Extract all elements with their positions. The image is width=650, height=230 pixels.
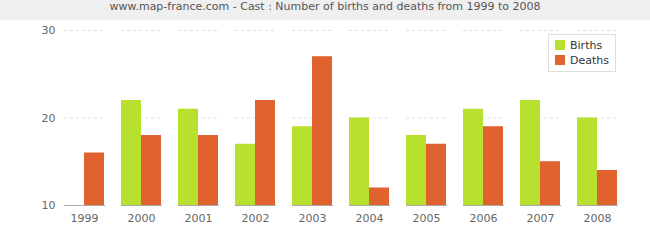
html-text:Deaths: Deaths: [570, 54, 609, 67]
svg-text:2008: 2008: [584, 212, 612, 225]
svg-text:2004: 2004: [356, 212, 384, 225]
html-text:www.map-france.com - Cast : Nu: www.map-france.com - Cast : Number of bi…: [109, 0, 541, 13]
svg-text:2005: 2005: [413, 212, 441, 225]
svg-text:2002: 2002: [242, 212, 270, 225]
svg-text:2006: 2006: [470, 212, 498, 225]
svg-text:2007: 2007: [527, 212, 555, 225]
svg-text:2003: 2003: [299, 212, 327, 225]
svg-text:30: 30: [42, 24, 56, 37]
svg-text:1999: 1999: [71, 212, 99, 225]
svg-text:20: 20: [42, 112, 56, 125]
svg-text:2001: 2001: [185, 212, 213, 225]
html-text:Births: Births: [570, 39, 603, 52]
svg-text:2000: 2000: [128, 212, 156, 225]
svg-text:10: 10: [42, 199, 56, 212]
